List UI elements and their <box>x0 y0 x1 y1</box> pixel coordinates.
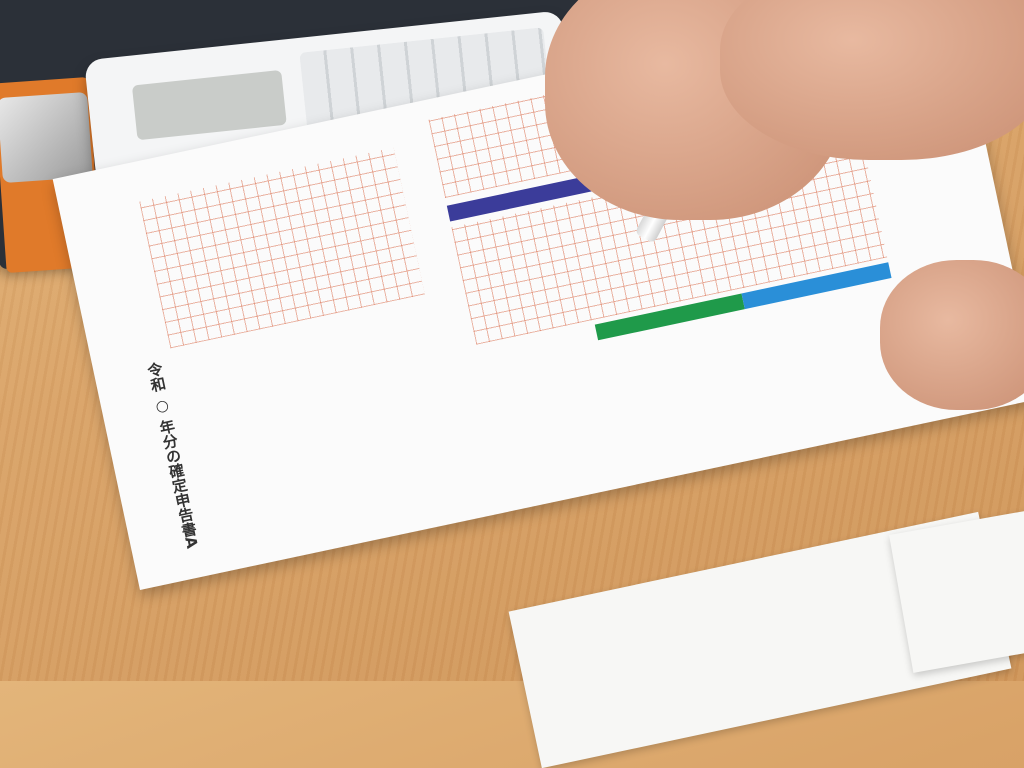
calculator-display <box>131 69 287 141</box>
form-title: 令和 ○ 年分の確定申告書A <box>144 360 202 551</box>
clipboard-clip <box>0 91 93 184</box>
finger <box>880 260 1024 410</box>
form-grid <box>139 147 425 349</box>
hand <box>720 0 1024 160</box>
receipt <box>889 507 1024 673</box>
